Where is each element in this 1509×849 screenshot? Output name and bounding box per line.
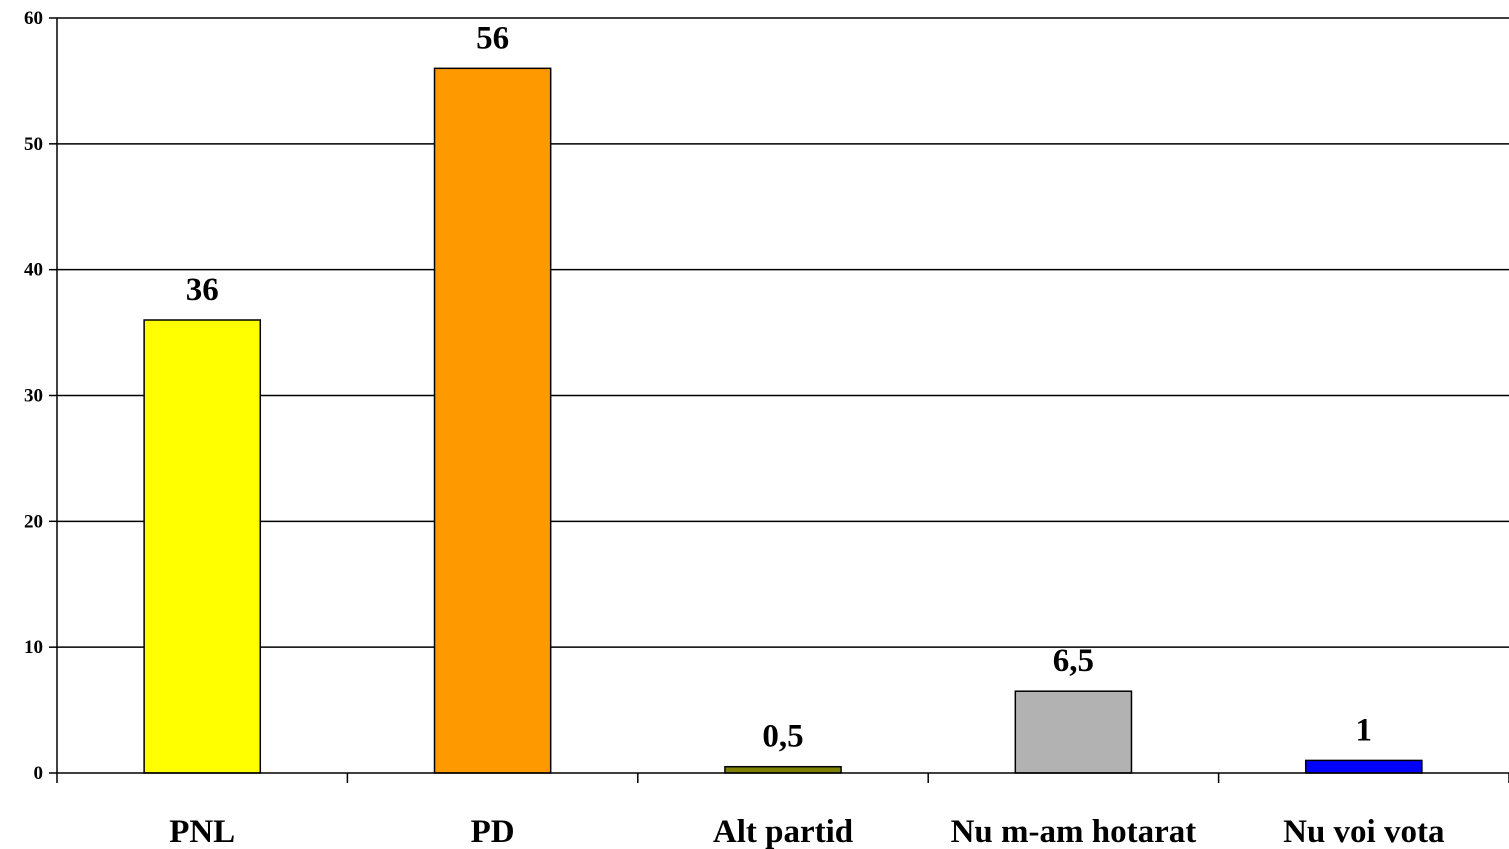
y-tick-label-60: 60 — [24, 8, 43, 29]
gridlines — [57, 17, 1509, 648]
x-category-label-4: Nu voi vota — [1283, 814, 1444, 849]
data-label-4: 1 — [1356, 712, 1373, 748]
x-category-label-1: PD — [471, 814, 515, 849]
y-tick-label-10: 10 — [24, 637, 43, 658]
bar-4 — [1304, 759, 1423, 774]
axes — [49, 17, 1509, 783]
data-label-2: 0,5 — [762, 719, 803, 755]
data-label-1: 56 — [476, 20, 509, 56]
bar-2 — [724, 765, 842, 774]
y-tick-label-0: 0 — [34, 763, 44, 784]
bar-1 — [433, 67, 552, 774]
data-label-3: 6,5 — [1053, 643, 1094, 679]
labels: 0 10 20 30 40 50 60 36 PNL 56 PD 0,5 Alt partid 6,5 Nu… — [24, 8, 1444, 849]
y-tick-label-30: 30 — [24, 386, 43, 407]
y-tick-label-40: 40 — [24, 260, 43, 281]
x-category-label-0: PNL — [169, 814, 235, 849]
bar-0 — [143, 319, 262, 774]
y-tick-label-50: 50 — [24, 134, 43, 155]
y-tick-label-20: 20 — [24, 511, 43, 532]
bar-3 — [1014, 690, 1133, 774]
x-category-label-3: Nu m-am hotarat — [951, 814, 1197, 849]
data-label-0: 36 — [186, 272, 219, 308]
x-category-label-2: Alt partid — [713, 814, 853, 849]
bars — [143, 67, 1423, 774]
